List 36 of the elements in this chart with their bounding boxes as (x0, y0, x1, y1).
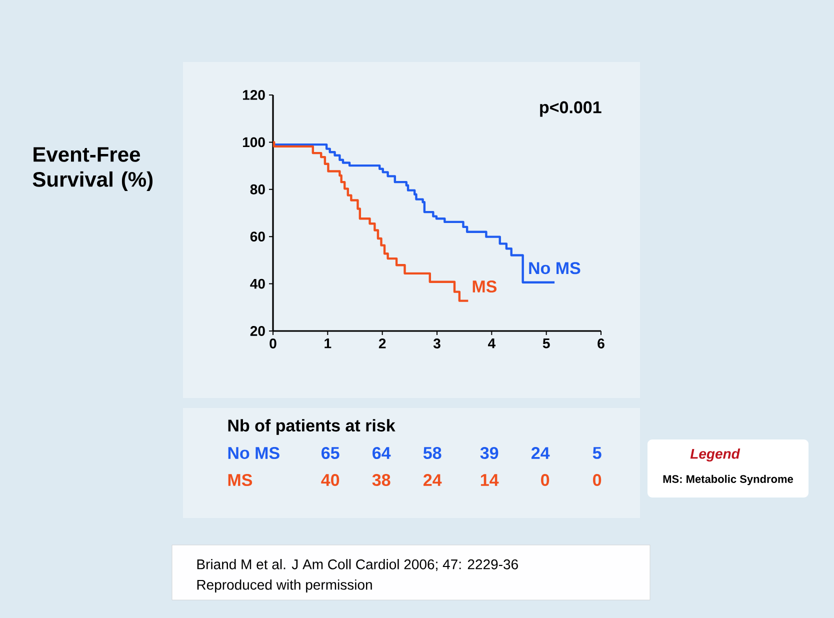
x-tick-label: 4 (488, 338, 496, 348)
text: Reproduced with permission (197, 579, 372, 593)
text: 24 (423, 474, 442, 486)
text: 38 (372, 474, 390, 486)
text: 24 (531, 447, 550, 459)
text: 58 (423, 446, 442, 460)
annotation: p<0.001 (540, 101, 602, 117)
x-tick-label: 1 (324, 338, 332, 348)
text: Nb of patients at risk (228, 419, 396, 435)
text: 0 (593, 474, 602, 486)
series-label: MS (472, 280, 497, 293)
text: No MS (228, 446, 280, 460)
y-tick-label: 20 (250, 326, 265, 336)
x-tick-label: 5 (542, 338, 550, 348)
x-tick-label: 6 (598, 338, 604, 348)
text: Briand M et al. J Am Coll Cardiol 2006; 47: 2229-36 (197, 559, 518, 571)
text: MS (228, 474, 252, 486)
x-tick-label: 2 (378, 338, 386, 348)
series-label: No MS (529, 262, 580, 274)
text: 39 (480, 446, 498, 460)
text: 5 (592, 447, 602, 459)
text: Legend (690, 448, 740, 462)
x-tick-label: 3 (433, 338, 440, 348)
text: 65 (322, 446, 340, 460)
text: 0 (541, 474, 550, 486)
y-tick-label: 100 (242, 137, 265, 148)
text: 40 (321, 474, 340, 486)
y-axis-title: Event-Free Survival (%) (32, 147, 153, 191)
y-tick-label: 120 (242, 90, 265, 100)
text: 64 (372, 446, 391, 460)
text: 14 (480, 474, 499, 486)
y-tick-label: 80 (250, 184, 265, 194)
x-tick-label: 0 (270, 338, 276, 348)
y-tick-label: 40 (250, 278, 265, 289)
y-tick-label: 60 (250, 232, 265, 242)
text: MS: Metabolic Syndrome (663, 474, 794, 486)
